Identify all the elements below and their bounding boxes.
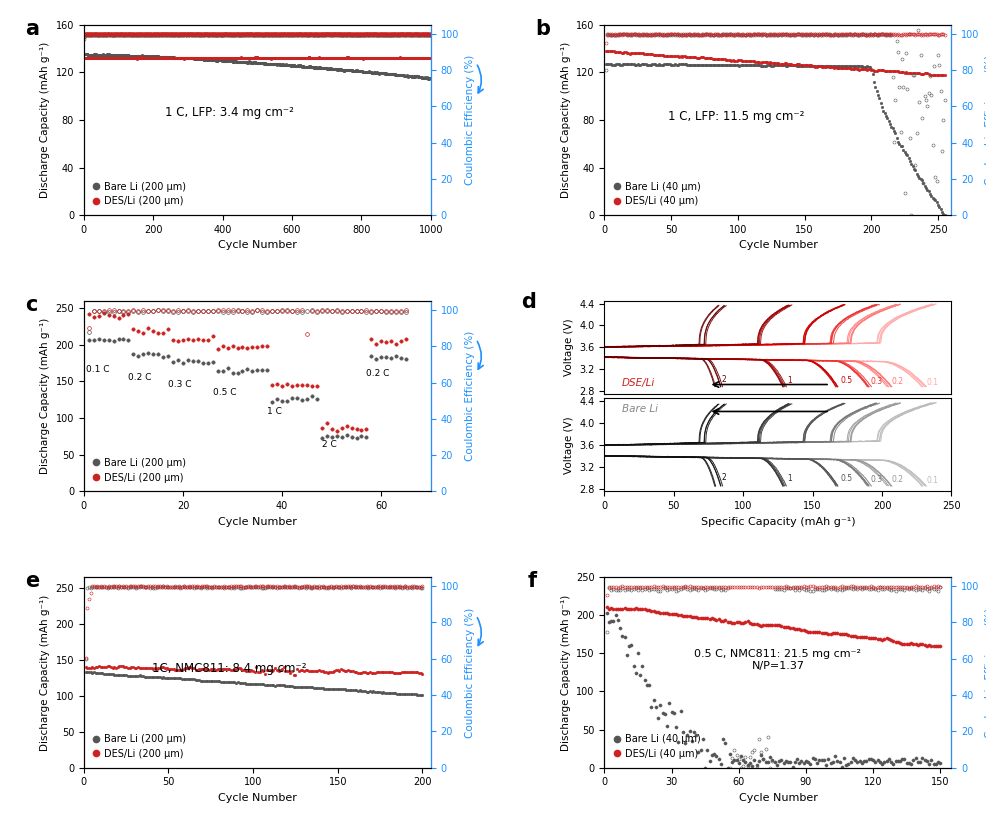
Text: 0.5: 0.5: [840, 475, 853, 484]
Text: c: c: [25, 296, 37, 315]
Y-axis label: Coulombic Efficiency (%): Coulombic Efficiency (%): [464, 608, 474, 737]
Text: 1 C: 1 C: [267, 407, 282, 416]
Text: 0.2: 0.2: [891, 377, 904, 386]
Text: 0.5 C, NMC811: 21.5 mg cm⁻²
N/P=1.37: 0.5 C, NMC811: 21.5 mg cm⁻² N/P=1.37: [694, 649, 862, 671]
Text: 0.1 C: 0.1 C: [87, 365, 109, 374]
Text: 1 C, LFP: 11.5 mg cm⁻²: 1 C, LFP: 11.5 mg cm⁻²: [669, 110, 805, 123]
Text: 1: 1: [788, 474, 793, 483]
Text: 0.3 C: 0.3 C: [168, 380, 191, 389]
Legend: Bare Li (40 μm), DES/Li (40 μm): Bare Li (40 μm), DES/Li (40 μm): [609, 177, 704, 210]
X-axis label: Cycle Number: Cycle Number: [739, 793, 817, 803]
Text: 2: 2: [721, 375, 726, 384]
Y-axis label: Discharge Capacity (mAh g⁻¹): Discharge Capacity (mAh g⁻¹): [561, 42, 571, 198]
Legend: Bare Li (200 μm), DES/Li (200 μm): Bare Li (200 μm), DES/Li (200 μm): [89, 730, 190, 763]
Text: 0.2 C: 0.2 C: [128, 373, 152, 382]
Text: Bare Li: Bare Li: [622, 405, 658, 415]
Text: 1C, NMC811: 8.4 mg cm⁻²: 1C, NMC811: 8.4 mg cm⁻²: [152, 663, 307, 676]
X-axis label: Cycle Number: Cycle Number: [218, 793, 297, 803]
Text: DSE/Li: DSE/Li: [622, 378, 655, 388]
Text: d: d: [522, 291, 536, 312]
Y-axis label: Voltage (V): Voltage (V): [564, 416, 574, 474]
Text: e: e: [25, 571, 39, 591]
Text: 0.3: 0.3: [871, 377, 883, 386]
Text: f: f: [528, 571, 537, 591]
Y-axis label: Coulombic Efficiency (%): Coulombic Efficiency (%): [464, 55, 474, 185]
Text: 0.2 C: 0.2 C: [367, 369, 389, 378]
Y-axis label: Discharge Capacity (mAh g⁻¹): Discharge Capacity (mAh g⁻¹): [40, 42, 50, 198]
Text: 0.2: 0.2: [891, 475, 904, 484]
Y-axis label: Discharge Capacity (mAh g⁻¹): Discharge Capacity (mAh g⁻¹): [39, 318, 50, 475]
Legend: Bare Li (200 μm), DES/Li (200 μm): Bare Li (200 μm), DES/Li (200 μm): [89, 454, 190, 487]
Y-axis label: Discharge Capacity (mAh g⁻¹): Discharge Capacity (mAh g⁻¹): [39, 594, 50, 750]
Text: b: b: [535, 19, 550, 39]
Y-axis label: Coulombic Efficiency (%): Coulombic Efficiency (%): [464, 331, 474, 461]
Text: 2: 2: [721, 473, 726, 482]
X-axis label: Cycle Number: Cycle Number: [218, 516, 297, 526]
Text: a: a: [25, 19, 38, 39]
Legend: Bare Li (40 μm), DES/Li (40 μm): Bare Li (40 μm), DES/Li (40 μm): [609, 730, 704, 763]
X-axis label: Cycle Number: Cycle Number: [218, 241, 297, 250]
Text: 0.5: 0.5: [840, 376, 853, 385]
Text: 1: 1: [788, 375, 793, 384]
X-axis label: Specific Capacity (mAh g⁻¹): Specific Capacity (mAh g⁻¹): [701, 516, 855, 526]
Text: 0.5 C: 0.5 C: [213, 388, 237, 397]
X-axis label: Cycle Number: Cycle Number: [739, 241, 817, 250]
Text: 0.1: 0.1: [927, 476, 939, 485]
Text: 2 C: 2 C: [321, 440, 336, 449]
Text: 0.1: 0.1: [927, 378, 939, 387]
Text: 1 C, LFP: 3.4 mg cm⁻²: 1 C, LFP: 3.4 mg cm⁻²: [165, 106, 294, 119]
Y-axis label: Voltage (V): Voltage (V): [564, 319, 574, 376]
Legend: Bare Li (200 μm), DES/Li (200 μm): Bare Li (200 μm), DES/Li (200 μm): [89, 177, 190, 210]
Text: 0.3: 0.3: [871, 475, 883, 484]
Y-axis label: Discharge Capacity (mAh g⁻¹): Discharge Capacity (mAh g⁻¹): [560, 594, 571, 750]
